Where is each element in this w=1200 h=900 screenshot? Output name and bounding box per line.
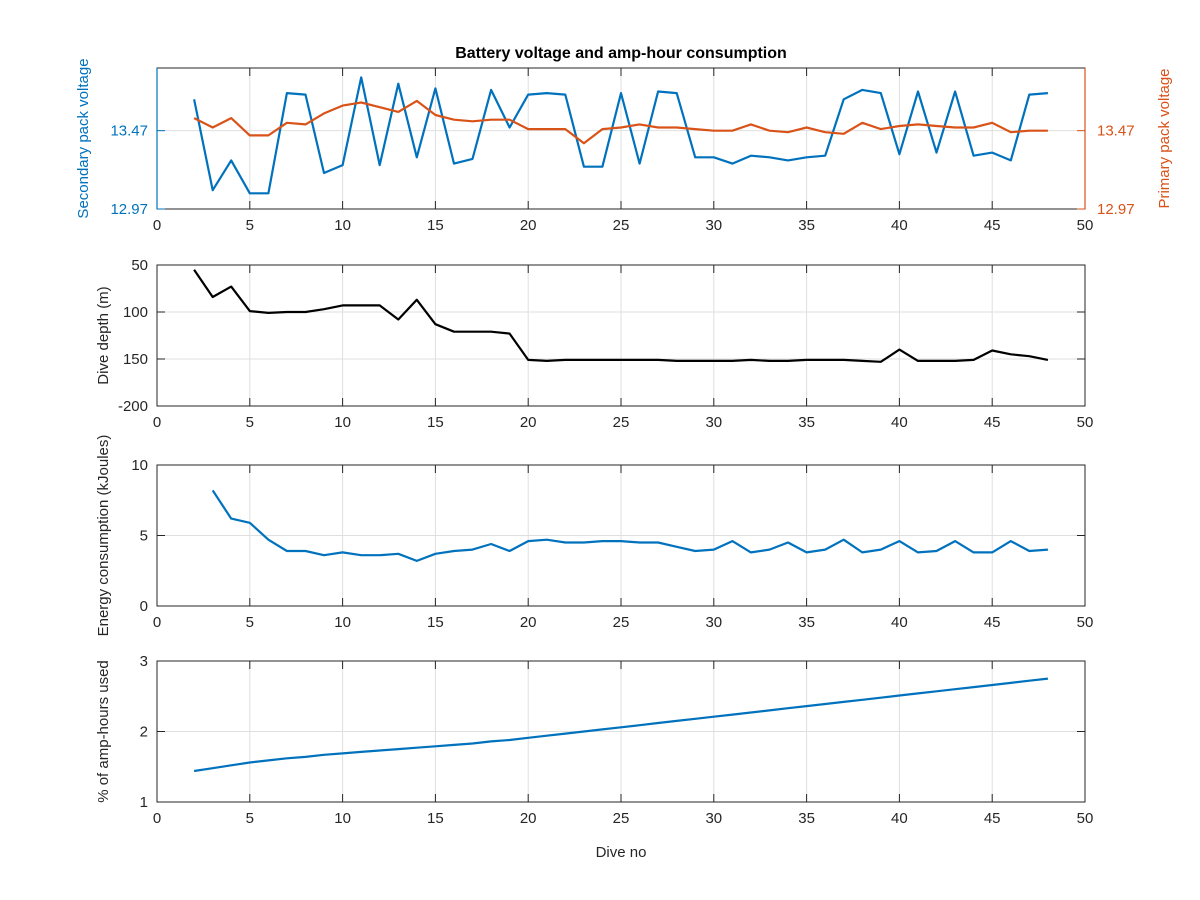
x-tick-label: 5	[246, 414, 254, 431]
x-tick-label: 25	[613, 414, 630, 431]
y-tick-label: 100	[123, 304, 148, 321]
x-tick-label: 20	[520, 614, 537, 631]
x-tick-label: 40	[891, 614, 908, 631]
y-tick-label-right: 13.47	[1097, 123, 1135, 140]
y-tick-label: 10	[131, 457, 148, 474]
x-tick-label: 10	[334, 414, 351, 431]
y-axis-title: % of amp-hours used	[95, 660, 112, 803]
x-tick-label: 30	[705, 614, 722, 631]
x-tick-label: 30	[705, 810, 722, 827]
y-tick-label-left: 13.47	[110, 123, 148, 140]
x-tick-label: 50	[1077, 414, 1094, 431]
y-tick-label: 1	[140, 794, 148, 811]
y-tick-label-left: 12.97	[110, 201, 148, 218]
x-tick-label: 20	[520, 414, 537, 431]
series-line-1	[211, 489, 1048, 563]
series-line-1	[193, 269, 1049, 363]
x-tick-label: 5	[246, 614, 254, 631]
x-tick-label: 10	[334, 217, 351, 234]
x-tick-label: 10	[334, 614, 351, 631]
x-tick-label: 45	[984, 414, 1001, 431]
x-tick-label: 50	[1077, 217, 1094, 234]
y-tick-label: 3	[140, 653, 148, 670]
x-tick-label: 25	[613, 810, 630, 827]
x-tick-label: 15	[427, 810, 444, 827]
x-tick-label: 20	[520, 217, 537, 234]
x-tick-label: 45	[984, 810, 1001, 827]
x-tick-label: 25	[613, 614, 630, 631]
x-tick-label: 35	[798, 414, 815, 431]
x-tick-label: 15	[427, 414, 444, 431]
y-tick-label: 5	[140, 528, 148, 545]
x-tick-label: 40	[891, 217, 908, 234]
chart-title: Battery voltage and amp-hour consumption	[455, 45, 787, 62]
y-axis-title: Energy consumption (kJoules)	[95, 435, 112, 637]
subplot-4: 0 5 10 15 20 25 30 35 40 45 50 1 2 3 % of amp-hours us…	[95, 653, 1093, 861]
y-tick-label: 2	[140, 724, 148, 741]
x-tick-label: 0	[153, 810, 161, 827]
x-tick-label: 30	[705, 414, 722, 431]
x-tick-label: 45	[984, 614, 1001, 631]
y-axis-title: Dive depth (m)	[95, 286, 112, 384]
y-axis-title-left: Secondary pack voltage	[75, 58, 92, 218]
x-tick-label: 35	[798, 217, 815, 234]
x-tick-label: 15	[427, 614, 444, 631]
y-tick-label: -200	[118, 398, 148, 415]
x-tick-label: 20	[520, 810, 537, 827]
x-tick-label: 5	[246, 217, 254, 234]
x-tick-label: 0	[153, 614, 161, 631]
x-axis-title: Dive no	[596, 844, 647, 861]
series-line-1	[193, 76, 1048, 195]
x-tick-label: 45	[984, 217, 1001, 234]
x-tick-label: 40	[891, 414, 908, 431]
x-tick-label: 40	[891, 810, 908, 827]
x-tick-label: 10	[334, 810, 351, 827]
x-tick-label: 35	[798, 810, 815, 827]
x-tick-label: 15	[427, 217, 444, 234]
subplot-3: 0 5 10 15 20 25 30 35 40 45 50 0 5 10 Energy consumpti…	[95, 435, 1093, 637]
series-line-1	[193, 677, 1049, 773]
y-tick-label-right: 12.97	[1097, 201, 1135, 218]
series-line-2	[193, 99, 1048, 145]
x-tick-label: 0	[153, 414, 161, 431]
x-tick-label: 0	[153, 217, 161, 234]
x-tick-label: 25	[613, 217, 630, 234]
subplot-2: 0 5 10 15 20 25 30 35 40 45 50 50 100 150 -200 Dive dep…	[95, 257, 1093, 431]
x-tick-label: 50	[1077, 614, 1094, 631]
x-tick-label: 50	[1077, 810, 1094, 827]
subplot-1: 0 5 10 15 20 25 30 35 40 45 5012.9713.4712.9713.47…	[75, 45, 1173, 234]
y-axis-title-right: Primary pack voltage	[1156, 68, 1173, 208]
x-tick-label: 30	[705, 217, 722, 234]
y-tick-label: 150	[123, 351, 148, 368]
x-tick-label: 35	[798, 614, 815, 631]
y-tick-label: 50	[131, 257, 148, 274]
x-tick-label: 5	[246, 810, 254, 827]
y-tick-label: 0	[140, 598, 148, 615]
